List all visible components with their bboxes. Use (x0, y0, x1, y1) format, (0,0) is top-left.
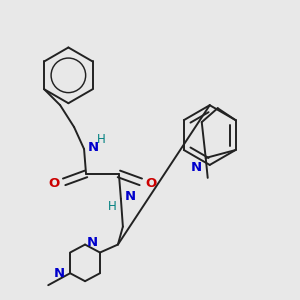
Text: O: O (145, 177, 156, 190)
Text: H: H (108, 200, 116, 213)
Text: N: N (54, 267, 65, 280)
Text: N: N (190, 161, 202, 174)
Text: N: N (87, 236, 98, 248)
Text: N: N (125, 190, 136, 203)
Text: H: H (97, 133, 105, 146)
Text: N: N (88, 140, 99, 154)
Text: O: O (49, 177, 60, 190)
